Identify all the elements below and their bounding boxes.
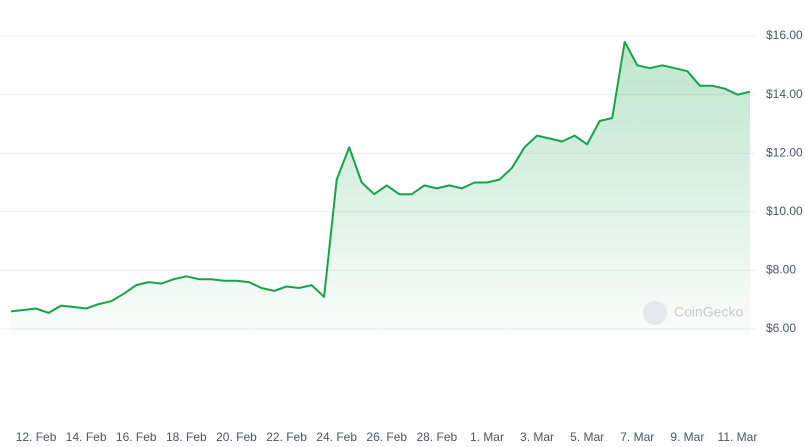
x-tick-label: 5. Mar [570,430,604,444]
x-tick-label: 20. Feb [216,430,257,444]
y-tick-label: $12.00 [766,145,803,159]
x-tick-label: 9. Mar [670,430,704,444]
price-line [10,40,751,314]
x-tick-label: 1. Mar [470,430,504,444]
x-tick-label: 12. Feb [16,430,57,444]
x-tick-label: 3. Mar [520,430,554,444]
y-tick-label: $8.00 [766,263,796,277]
x-tick-label: 7. Mar [620,430,654,444]
x-tick-label: 26. Feb [366,430,407,444]
watermark-text: CoinGecko [674,304,743,320]
x-tick-label: 28. Feb [416,430,457,444]
area-fill [11,41,750,336]
x-tick-label: 16. Feb [116,430,157,444]
x-tick-label: 24. Feb [316,430,357,444]
x-tick-label: 18. Feb [166,430,207,444]
x-tick-label: 22. Feb [266,430,307,444]
y-tick-label: $14.00 [766,87,803,101]
y-tick-label: $10.00 [766,204,803,218]
x-tick-label: 11. Mar [718,430,758,444]
x-tick-label: 14. Feb [66,430,107,444]
watermark: CoinGecko [643,301,743,325]
y-tick-label: $6.00 [766,321,796,335]
y-tick-label: $16.00 [766,28,803,42]
